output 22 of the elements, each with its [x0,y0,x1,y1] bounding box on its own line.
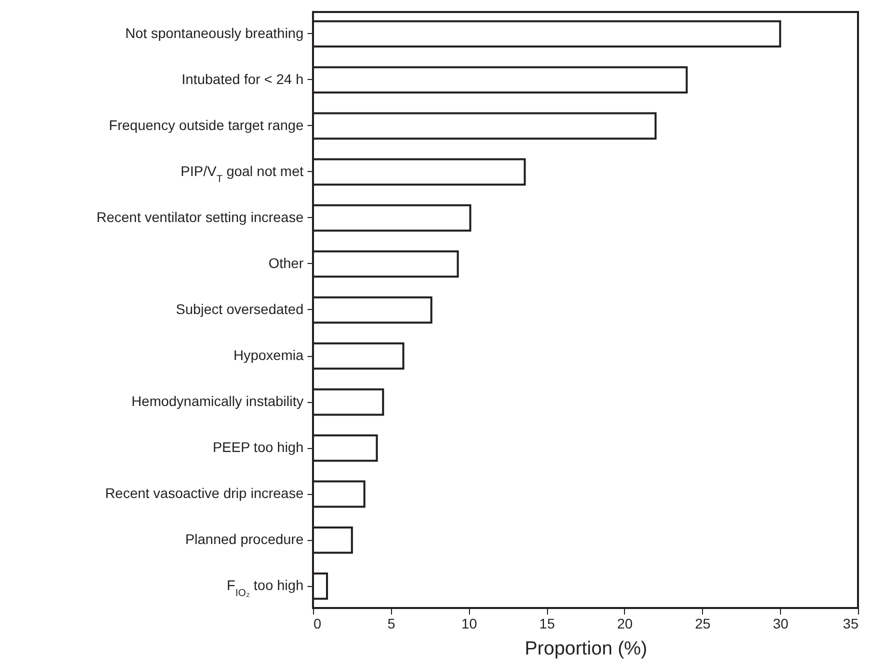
y-tick-label: Frequency outside target range [108,116,304,133]
x-axis-title: Proportion (%) [524,638,648,660]
x-tick-label: 35 [842,616,859,632]
y-tick-label: Recent ventilator setting increase [96,208,304,225]
y-tick-label: F$_{IO₂}$ too high [226,577,304,599]
y-tick-label: PEEP too high [212,439,304,456]
x-tick-label: 10 [461,616,478,632]
y-tick-label: Intubated for < 24 h [182,70,304,87]
x-tick-label: 0 [314,616,322,632]
y-tick-label: PIP/V$_{T}$ goal not met [180,162,304,184]
y-tick-label: Subject oversedated [176,301,304,317]
y-tick-label: Other [268,254,304,271]
x-tick-label: 25 [694,616,711,632]
x-tick-label: 5 [387,616,396,632]
y-tick-label: Recent vasoactive drip increase [105,485,304,502]
x-tick-label: 15 [539,616,556,632]
y-tick-label: Not spontaneously breathing [125,24,304,41]
x-tick-label: 30 [772,616,789,632]
y-tick-label: Hemodynamically instability [132,393,304,410]
x-tick-label: 20 [617,616,633,632]
y-tick-label: Planned procedure [185,531,304,548]
y-tick-label: Hypoxemia [233,347,304,364]
